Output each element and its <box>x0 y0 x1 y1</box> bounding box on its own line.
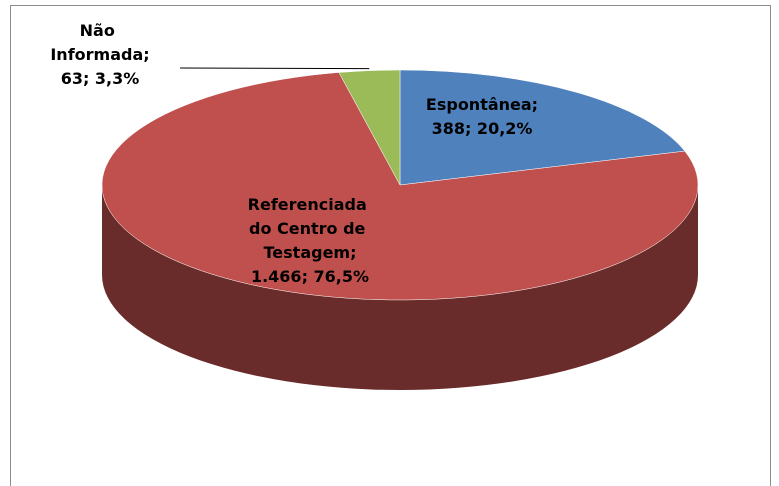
label-line: Não <box>80 21 121 40</box>
data-label-value: 388; 20,2% <box>432 119 533 138</box>
label-line: Testagem; <box>264 243 357 262</box>
leader-line <box>179 67 370 70</box>
pie-slice <box>338 69 401 186</box>
pie-slice <box>101 72 699 301</box>
pie-slice <box>399 69 686 186</box>
label-line: Informada; <box>50 45 149 64</box>
label-line: Espontânea; <box>426 95 538 114</box>
data-label-category: Espontânea; <box>426 95 538 114</box>
data-label-category: Referenciada do Centro de Testagem; <box>248 195 373 262</box>
pie-side <box>102 185 698 390</box>
label-line: do Centro de <box>249 219 371 238</box>
data-label-value: 1.466; 76,5% <box>251 267 369 286</box>
label-line: Referenciada <box>248 195 373 214</box>
data-label-value: 63; 3,3% <box>61 69 140 88</box>
data-label-category: Não Informada; <box>50 21 149 64</box>
